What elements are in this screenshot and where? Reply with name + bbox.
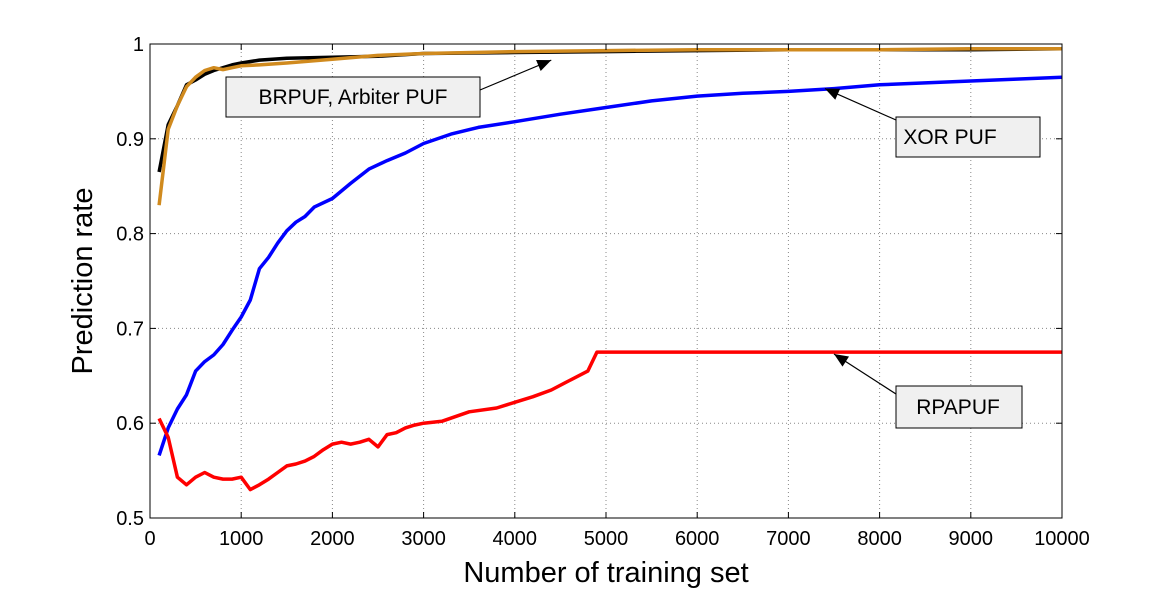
series-line-3 <box>157 75 1063 456</box>
annotation-box <box>895 385 1023 429</box>
y-tick-label: 0.9 <box>116 129 144 151</box>
axis-ticks: 0 1000 2000 3000 4000 5000 6000 7000 8000 9000 100… <box>116 34 1090 550</box>
x-tick-label: 10000 <box>1034 528 1090 550</box>
annotation-arrowhead <box>824 88 841 100</box>
annotation-arrowhead <box>834 353 850 367</box>
x-tick-label: 5000 <box>584 528 629 550</box>
y-tick-label: 0.6 <box>116 413 144 435</box>
x-tick-label: 8000 <box>857 528 902 550</box>
series-line-2 <box>157 46 1062 206</box>
x-tick-label: 3000 <box>401 528 446 550</box>
y-tick-label: 0.5 <box>116 508 144 530</box>
y-axis-label: Prediction rate <box>67 188 99 375</box>
x-tick-label: 9000 <box>949 528 994 550</box>
x-tick-label: 6000 <box>675 528 720 550</box>
annotation-arrowhead <box>536 59 552 72</box>
annotation-label: XOR PUF <box>903 126 996 149</box>
x-axis-label: Number of training set <box>463 557 748 589</box>
annotation-label: RPAPUF <box>916 396 1000 419</box>
y-tick-label: 1 <box>133 34 144 56</box>
x-tick-label: 0 <box>144 528 155 550</box>
annotation-label: BRPUF, Arbiter PUF <box>258 86 447 109</box>
series-lines <box>157 46 1063 492</box>
series-line-4 <box>157 350 1062 492</box>
x-tick-label: 4000 <box>493 528 538 550</box>
x-tick-label: 2000 <box>310 528 355 550</box>
y-tick-label: 0.7 <box>116 318 144 340</box>
annotations: BRPUF, Arbiter PUF XOR PUF RPAPUF <box>225 59 1041 429</box>
x-tick-label: 1000 <box>219 528 264 550</box>
x-tick-label: 7000 <box>766 528 811 550</box>
annotation-box <box>895 116 1041 158</box>
annotation-box <box>225 76 481 118</box>
y-tick-label: 0.8 <box>116 224 144 246</box>
